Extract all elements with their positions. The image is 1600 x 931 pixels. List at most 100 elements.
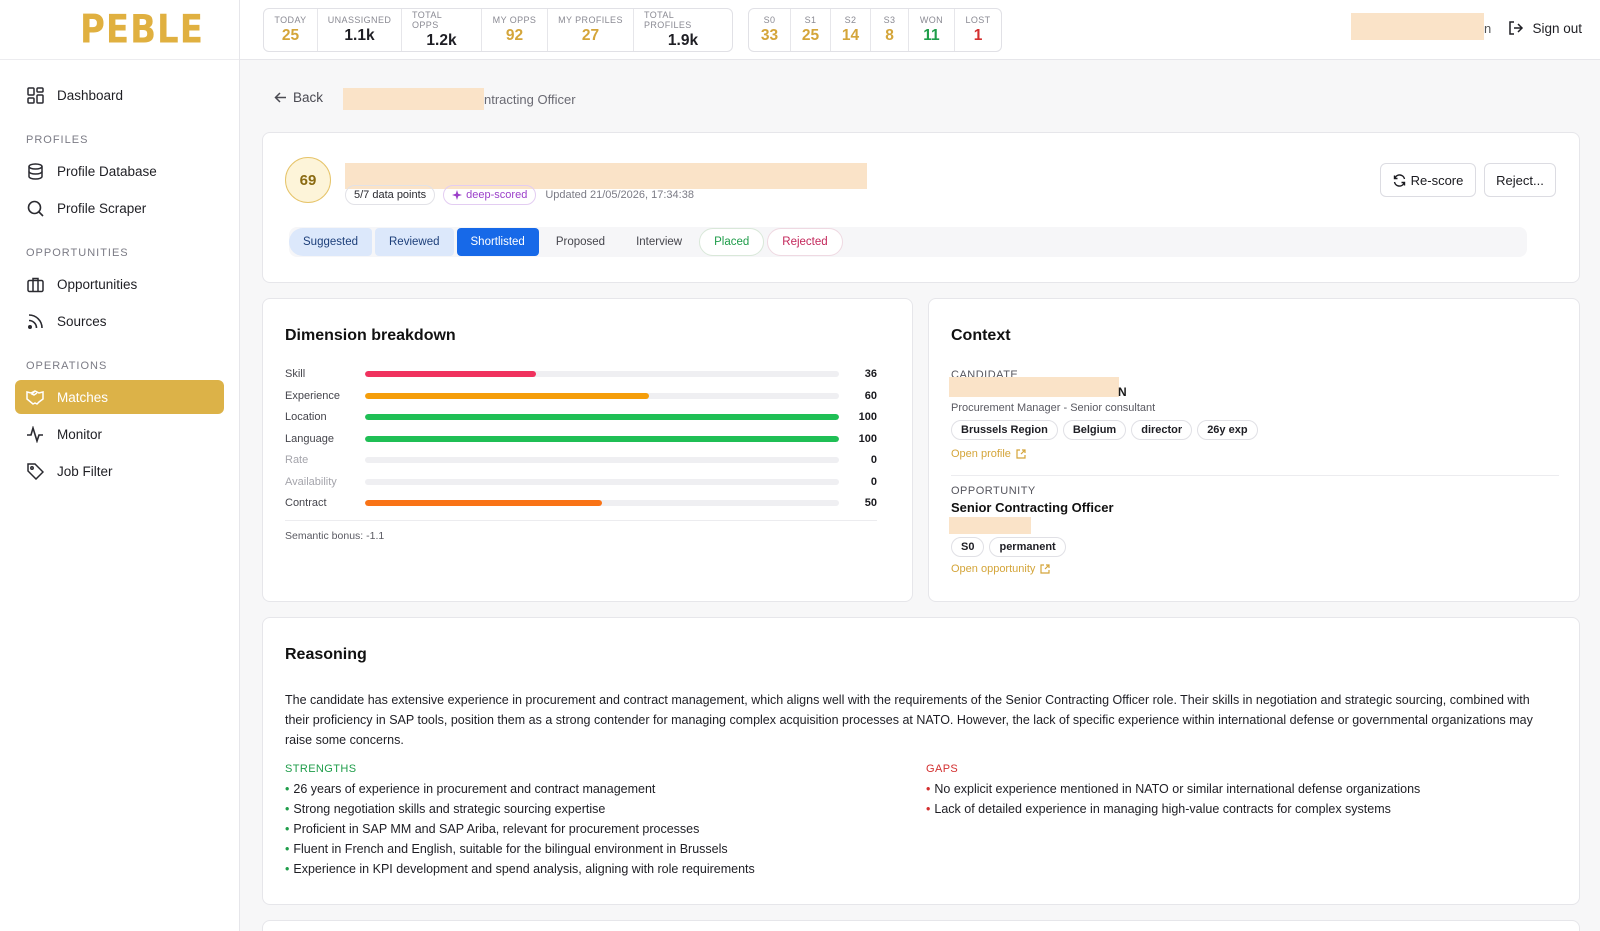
- stat-value: 25: [801, 27, 820, 44]
- semantic-bonus: Semantic bonus: -1.1: [285, 530, 385, 542]
- deep-scored-badge: deep-scored: [443, 185, 537, 205]
- stage-tabs: Suggested Reviewed Shortlisted Proposed …: [289, 227, 1527, 257]
- sidebar-item-sources[interactable]: Sources: [15, 304, 224, 338]
- stage-proposed[interactable]: Proposed: [555, 236, 606, 248]
- reject-button[interactable]: Reject...: [1484, 163, 1556, 197]
- stat-value: 1.2k: [426, 32, 457, 49]
- dimension-label: Experience: [285, 389, 341, 402]
- stat-value: 33: [760, 27, 779, 44]
- dimension-label: Contract: [285, 497, 327, 509]
- stat-value: 1.9k: [667, 32, 699, 49]
- strength-item: • Experience in KPI development and spend…: [285, 862, 755, 876]
- reasoning-title: Reasoning: [285, 646, 367, 663]
- updated-timestamp: Updated 21/05/2026, 17:34:38: [545, 189, 694, 201]
- redacted-match-title: [345, 163, 867, 189]
- strength-item: • Strong negotiation skills and strategic…: [285, 802, 606, 816]
- gaps-list: GAPS • No explicit experience mentioned i…: [926, 763, 1546, 819]
- reject-label: Reject...: [1496, 172, 1544, 188]
- gaps-label: GAPS: [926, 763, 959, 775]
- stat-label: LOST: [965, 15, 991, 25]
- sidebar-item-label: Opportunities: [57, 276, 138, 292]
- stat-value: 92: [505, 27, 524, 44]
- open-profile-link[interactable]: Open profile: [951, 448, 1026, 460]
- tag-icon: [26, 462, 44, 480]
- reasoning-text: The candidate has extensive experience i…: [285, 693, 1533, 747]
- context-card: Context CANDIDATE N Procurement Manager …: [928, 298, 1580, 602]
- stats-pipeline: S0 33 S1 25 S2 14 S3 8 WON 11 LOST 1: [748, 8, 1002, 52]
- candidate-name-suffix: N: [1118, 385, 1127, 399]
- dimension-label: Rate: [285, 454, 309, 466]
- gap-item: • Lack of detailed experience in managing…: [926, 802, 1391, 816]
- stage-rejected[interactable]: Rejected: [767, 228, 843, 256]
- sidebar-item-label: Monitor: [57, 426, 103, 442]
- sidebar-item-label: Profile Scraper: [57, 200, 147, 216]
- arrow-left-icon: [274, 92, 286, 103]
- stage-suggested[interactable]: Suggested: [289, 228, 372, 256]
- open-opportunity-link[interactable]: Open opportunity: [951, 563, 1050, 575]
- stat-label: MY OPPS: [492, 15, 537, 25]
- sidebar-item-monitor[interactable]: Monitor: [15, 417, 224, 451]
- stage-reviewed[interactable]: Reviewed: [375, 228, 454, 256]
- sidebar-item-opportunities[interactable]: Opportunities: [15, 267, 224, 301]
- stat-total-opps: TOTAL OPPS 1.2k: [402, 9, 482, 51]
- sign-out-button[interactable]: Sign out: [1508, 20, 1582, 36]
- stat-total-profiles: TOTAL PROFILES 1.9k: [634, 9, 732, 51]
- stat-value: 11: [923, 27, 940, 44]
- dimension-value: 36: [864, 368, 877, 380]
- external-link-icon: [1016, 449, 1026, 459]
- logo[interactable]: PEBLE: [0, 0, 239, 60]
- strength-text: Experience in KPI development and spend …: [293, 862, 755, 876]
- rescore-button[interactable]: Re-score: [1380, 163, 1476, 197]
- sidebar-item-job-filter[interactable]: Job Filter: [15, 454, 224, 488]
- sidebar-item-matches[interactable]: Matches: [15, 380, 224, 414]
- rss-icon: [26, 312, 44, 330]
- stat-my-opps: MY OPPS 92: [482, 9, 548, 51]
- activity-icon: [26, 425, 44, 443]
- stat-label: S3: [883, 15, 896, 25]
- stat-s2: S2 14: [831, 9, 871, 51]
- strength-item: • Proficient in SAP MM and SAP Ariba, rel…: [285, 822, 700, 836]
- strength-text: Fluent in French and English, suitable f…: [293, 842, 728, 856]
- sidebar-item-profile-database[interactable]: Profile Database: [15, 154, 224, 188]
- logo-text: PEBLE: [80, 6, 204, 53]
- dimension-row-location: Location 100: [285, 410, 877, 424]
- strength-text: Proficient in SAP MM and SAP Ariba, rele…: [293, 822, 700, 836]
- dimension-label: Availability: [285, 475, 337, 488]
- search-icon: [26, 199, 44, 217]
- dimension-value: 100: [858, 432, 877, 445]
- dimension-bar-track: [365, 435, 839, 442]
- stat-label: S1: [804, 15, 817, 25]
- tag-region: Brussels Region: [951, 420, 1058, 440]
- opportunity-title: Senior Contracting Officer: [951, 500, 1114, 515]
- sidebar-item-label: Matches: [57, 389, 109, 405]
- reasoning-card: Reasoning The candidate has extensive ex…: [262, 617, 1580, 905]
- open-opportunity-label: Open opportunity: [951, 563, 1036, 575]
- dimension-bar-track: [365, 392, 839, 399]
- dimension-bar-track: [365, 500, 839, 506]
- tag-contract-type: permanent: [989, 537, 1066, 557]
- strength-item: • Fluent in French and English, suitable …: [285, 842, 728, 856]
- back-link[interactable]: Back: [274, 90, 323, 105]
- user-name-suffix: n: [1484, 21, 1492, 36]
- redacted-candidate-name: [949, 377, 1119, 397]
- stat-s1: S1 25: [791, 9, 831, 51]
- strengths-label: STRENGTHS: [285, 763, 357, 775]
- stat-label: UNASSIGNED: [327, 15, 392, 25]
- stage-placed[interactable]: Placed: [699, 228, 765, 256]
- stat-value: 25: [281, 27, 300, 44]
- dimension-value: 100: [858, 411, 877, 423]
- stage-interview[interactable]: Interview: [636, 236, 683, 248]
- section-opportunities: OPPORTUNITIES: [26, 247, 129, 259]
- divider: [285, 520, 877, 521]
- sidebar-item-label: Sources: [57, 313, 107, 329]
- deep-scored-label: deep-scored: [466, 189, 528, 201]
- sidebar-item-profile-scraper[interactable]: Profile Scraper: [15, 191, 224, 225]
- sign-out-icon: [1509, 21, 1524, 35]
- sidebar-item-dashboard[interactable]: Dashboard: [15, 78, 224, 112]
- sidebar: PEBLE Dashboard PROFILES Profile Databas…: [0, 0, 240, 931]
- dimension-label: Location: [285, 411, 327, 423]
- stage-shortlisted[interactable]: Shortlisted: [456, 228, 539, 256]
- dimension-row-rate: Rate 0: [285, 453, 877, 467]
- dimension-bar-fill: [365, 414, 839, 420]
- match-meta: 5/7 data points deep-scored Updated 21/0…: [345, 185, 694, 205]
